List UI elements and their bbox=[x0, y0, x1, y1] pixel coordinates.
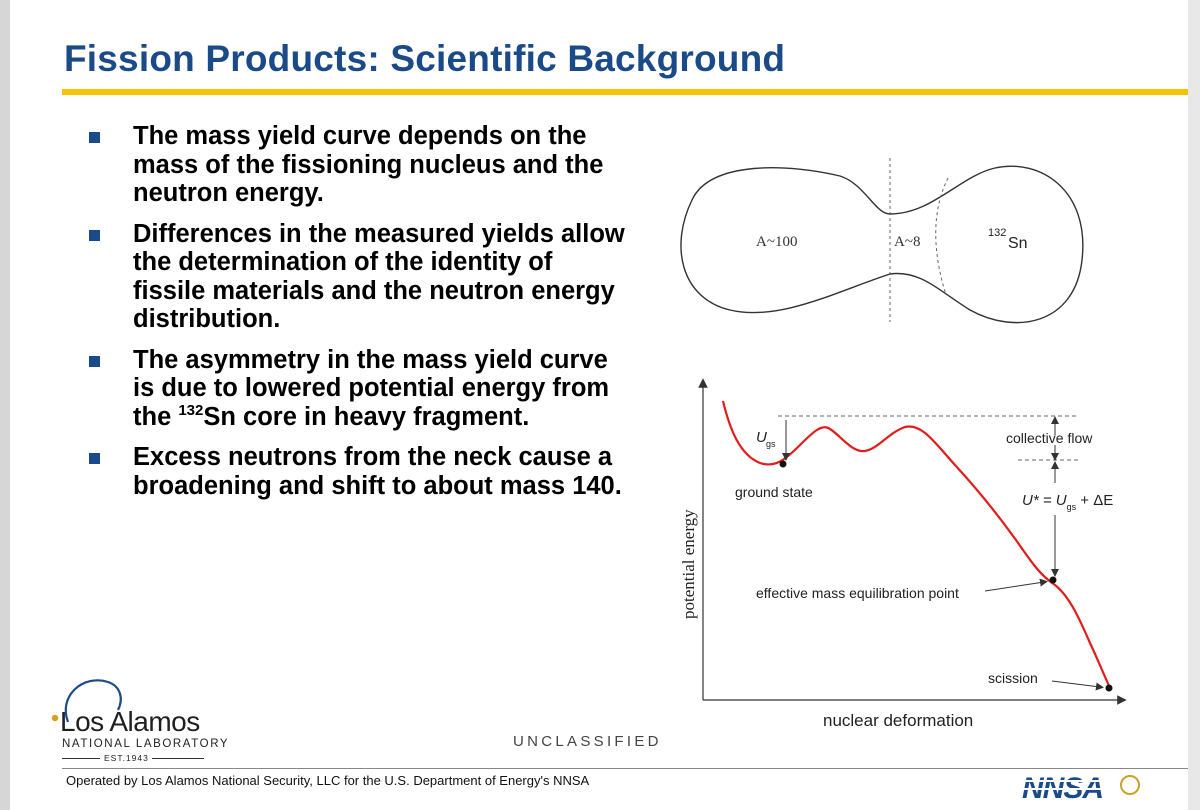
equilibration-pointer bbox=[984, 578, 1048, 592]
sn-label: Sn bbox=[1008, 235, 1028, 252]
nucleus-outline bbox=[680, 165, 1084, 324]
square-bullet-icon bbox=[89, 132, 100, 143]
slide-title: Fission Products: Scientific Background bbox=[64, 38, 786, 79]
neck-label: A~8 bbox=[894, 234, 920, 250]
nnsa-atom-icon bbox=[1120, 775, 1140, 795]
neck-boundary-dashed bbox=[935, 177, 949, 296]
classification-marking: UNCLASSIFIED bbox=[513, 733, 662, 750]
logo-orbit-icon bbox=[64, 679, 122, 723]
bullet-item: The asymmetry in the mass yield curve is… bbox=[86, 346, 626, 432]
collective-flow-label: collective flow bbox=[1006, 430, 1093, 446]
logo-established: EST.1943 bbox=[104, 753, 149, 763]
bullet-text-after: Sn core in heavy fragment. bbox=[203, 402, 530, 431]
u-star-subscript: gs bbox=[1067, 502, 1077, 512]
nnsa-logo: NNSA bbox=[1022, 772, 1140, 805]
footer-divider bbox=[62, 768, 1188, 769]
x-axis-label: nuclear deformation bbox=[823, 711, 973, 730]
square-bullet-icon bbox=[89, 453, 100, 464]
bullet-list: The mass yield curve depends on the mass… bbox=[86, 122, 626, 512]
logo-est-rule-left bbox=[62, 758, 100, 759]
ground-state-label: ground state bbox=[735, 484, 813, 500]
scission-pointer bbox=[1051, 680, 1104, 691]
logo-dot-icon bbox=[51, 714, 59, 722]
bullet-item: Differences in the measured yields allow… bbox=[86, 220, 626, 334]
bullet-text-continued: cause a broadening and shift to about ma… bbox=[133, 443, 622, 500]
bullet-text-before: The asymmetry in the mass yield curve is… bbox=[133, 345, 610, 431]
logo-name: Los Alamos bbox=[60, 706, 200, 737]
potential-energy-diagram: potential energy nuclear deformation U g… bbox=[679, 378, 1127, 730]
square-bullet-icon bbox=[89, 355, 100, 367]
sn-superscript: 132 bbox=[988, 227, 1006, 239]
u-star-formula: U* = Ugs + ΔE bbox=[1022, 492, 1113, 512]
scission-point bbox=[1105, 684, 1113, 692]
u-star-text: U* = U bbox=[1022, 492, 1067, 509]
bullet-text: Excess neutrons from the neck bbox=[133, 443, 512, 471]
logo-est-rule-right bbox=[152, 758, 204, 759]
los-alamos-logo-mark bbox=[51, 679, 122, 723]
ground-state-point bbox=[779, 460, 787, 468]
equilibration-point bbox=[1049, 576, 1057, 584]
u-star-tail: + ΔE bbox=[1076, 492, 1113, 509]
y-axis-label: potential energy bbox=[679, 509, 698, 619]
bullet-item: The mass yield curve depends on the mass… bbox=[86, 122, 626, 208]
bullet-item: Excess neutrons from the neck cause a br… bbox=[86, 443, 626, 500]
nucleus-shape-diagram: A~100 A~8 132 Sn bbox=[680, 158, 1084, 324]
bullet-text: The mass yield curve depends on the mass… bbox=[133, 122, 604, 207]
bullet-text: Differences in the measured yields allow… bbox=[133, 219, 625, 334]
equilibration-label: effective mass equilibration point bbox=[756, 585, 959, 601]
bullet-superscript: 132 bbox=[178, 401, 204, 419]
ugs-symbol: U bbox=[756, 429, 767, 446]
footer-operated-by: Operated by Los Alamos National Security… bbox=[66, 773, 590, 788]
slide: Fission Products: Scientific Background … bbox=[10, 0, 1188, 810]
left-fragment-label: A~100 bbox=[756, 234, 797, 250]
square-bullet-icon bbox=[89, 229, 100, 241]
scission-label: scission bbox=[988, 670, 1038, 686]
ugs-subscript: gs bbox=[766, 439, 776, 449]
logo-subtitle: NATIONAL LABORATORY bbox=[62, 738, 230, 750]
title-divider bbox=[62, 89, 1188, 95]
window-edge bbox=[1188, 0, 1200, 810]
